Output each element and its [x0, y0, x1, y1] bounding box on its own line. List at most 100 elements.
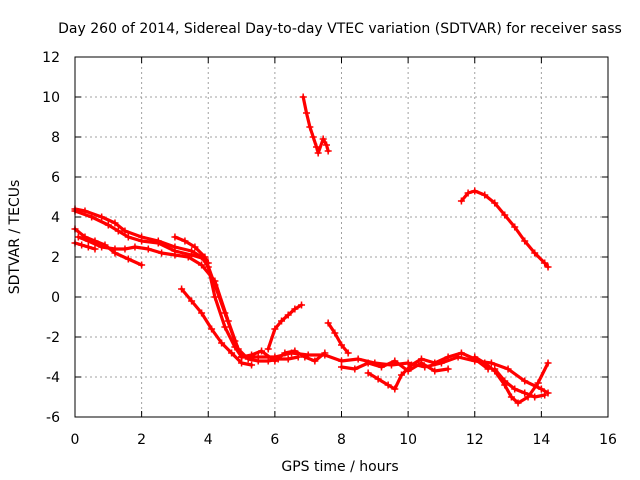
plot-frame: [74, 56, 609, 418]
data-point: [511, 223, 519, 231]
data-point: [491, 365, 499, 373]
data-point: [471, 353, 479, 361]
y-tick-label: 4: [51, 210, 60, 226]
data-point: [131, 243, 139, 251]
y-tick-label: 10: [42, 90, 60, 106]
data-point: [84, 237, 92, 245]
chart-title: Day 260 of 2014, Sidereal Day-to-day VTE…: [58, 21, 622, 37]
data-point: [364, 359, 372, 367]
data-point: [314, 149, 322, 157]
data-point: [407, 361, 415, 369]
data-point: [121, 245, 129, 253]
y-tick-label: 8: [51, 130, 60, 146]
data-point: [284, 311, 292, 319]
data-point: [271, 325, 279, 333]
data-point: [323, 141, 331, 149]
data-point: [384, 381, 392, 389]
x-tick-label: 0: [71, 432, 80, 448]
data-point: [457, 349, 465, 357]
data-point: [338, 363, 345, 371]
data-point: [299, 93, 307, 101]
data-point: [264, 345, 272, 353]
data-point: [114, 227, 122, 235]
series-line: [266, 303, 304, 351]
data-point: [281, 349, 289, 357]
data-point: [491, 199, 499, 207]
data-point: [298, 301, 306, 309]
data-point: [541, 259, 549, 267]
data-point: [504, 365, 512, 373]
data-point: [338, 341, 345, 349]
data-point: [457, 197, 465, 205]
data-point: [98, 213, 106, 221]
data-point: [364, 369, 372, 377]
data-point: [321, 349, 329, 357]
x-tick-label: 8: [337, 432, 346, 448]
data-point: [84, 243, 92, 251]
data-point: [544, 263, 552, 271]
series-line: [366, 351, 490, 391]
data-point: [521, 237, 529, 245]
y-tick-label: 0: [51, 290, 60, 306]
x-axis-label: GPS time / hours: [281, 459, 398, 475]
data-point: [521, 389, 529, 397]
data-point: [431, 367, 439, 375]
data-point: [271, 357, 279, 365]
data-point: [507, 393, 515, 401]
series-track-3: [71, 225, 146, 269]
data-point: [351, 365, 359, 373]
data-point: [238, 359, 246, 367]
data-point: [138, 237, 146, 245]
series-track-6: [178, 285, 256, 369]
data-point: [324, 147, 332, 155]
data-point: [181, 237, 189, 245]
data-point: [158, 249, 166, 257]
data-point: [191, 243, 199, 251]
y-tick-label: 12: [42, 50, 60, 66]
y-axis-label: SDTVAR / TECUs: [7, 180, 23, 295]
data-point: [154, 239, 162, 247]
x-tick-label: 16: [599, 432, 617, 448]
data-point: [78, 241, 86, 249]
x-tick-label: 10: [399, 432, 417, 448]
data-point: [377, 363, 385, 371]
data-point: [88, 213, 96, 221]
series-line: [326, 321, 350, 355]
data-point: [471, 187, 479, 195]
x-tick-label: 6: [270, 432, 279, 448]
grid-layer: [75, 57, 608, 417]
data-point: [221, 323, 229, 331]
data-point: [278, 317, 286, 325]
data-point: [501, 211, 509, 219]
data-point: [291, 347, 299, 355]
data-point: [319, 135, 327, 143]
data-point: [397, 371, 405, 379]
data-point: [111, 219, 119, 227]
data-point: [124, 255, 132, 263]
data-point: [248, 361, 256, 369]
series-track-14: [457, 187, 552, 271]
data-point: [417, 355, 425, 363]
data-point: [311, 357, 319, 365]
data-point: [178, 285, 186, 293]
data-point: [521, 377, 529, 385]
data-point: [218, 339, 226, 347]
data-point: [144, 245, 152, 253]
series-track-12: [338, 357, 452, 375]
data-point: [211, 281, 219, 289]
tick-label-layer: 0 2 4 6 8 10 12 14 16 -6 -4 -2 0 2 4 6 8 10 12: [42, 50, 617, 448]
data-point: [74, 233, 82, 241]
data-point: [228, 349, 236, 357]
data-point: [184, 253, 192, 261]
series-track-2: [71, 207, 212, 267]
data-point: [541, 391, 549, 399]
data-point: [208, 325, 216, 333]
data-point: [291, 305, 299, 313]
y-tick-label: -6: [46, 410, 60, 426]
series-track-11: [324, 319, 352, 357]
data-point: [201, 253, 209, 261]
data-point: [338, 357, 345, 365]
data-point: [171, 251, 179, 259]
x-tick-label: 12: [466, 432, 484, 448]
